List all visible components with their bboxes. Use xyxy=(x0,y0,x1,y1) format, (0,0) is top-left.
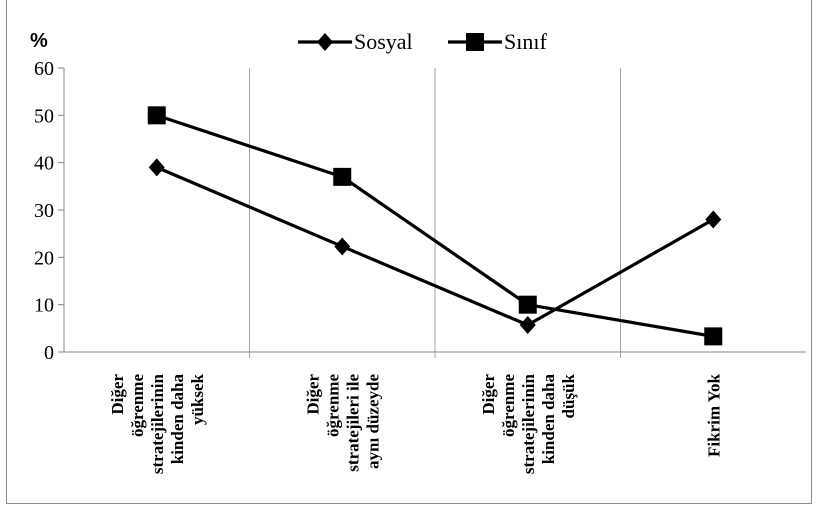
y-tick-label: 0 xyxy=(44,342,54,364)
y-tick-label: 40 xyxy=(34,153,54,175)
y-tick-label: 60 xyxy=(34,58,54,80)
data-point-square xyxy=(518,295,537,314)
category-label-line: düşük xyxy=(559,373,578,418)
category-label-line: öğrenme xyxy=(128,374,147,437)
category-label: Diğer öğrenme stratejilerinin kinden daha yü… xyxy=(108,373,207,474)
category-label: Fikrim Yok xyxy=(704,373,723,457)
legend: Sosyal Sınıf xyxy=(298,29,547,54)
category-label-line: Diğer xyxy=(479,374,498,415)
category-label-line: stratejileri ile xyxy=(343,374,362,472)
data-point-square xyxy=(147,106,166,125)
series-line-sınıf xyxy=(156,113,714,338)
y-axis-label: % xyxy=(30,30,48,52)
category-label-line: kinden daha xyxy=(539,374,558,465)
category-label-line: öğrenme xyxy=(499,374,518,437)
data-point-square xyxy=(704,327,723,346)
data-point-diamond xyxy=(148,158,165,177)
category-label: Diğer öğrenme stratejilerinin kinden daha dü… xyxy=(479,373,578,474)
category-label-line: Diğer xyxy=(108,374,127,415)
series-line-sosyal xyxy=(156,165,715,327)
legend-marker-diamond xyxy=(317,33,333,51)
data-point-diamond xyxy=(705,210,722,229)
chart-frame xyxy=(6,0,812,504)
legend-label: Sosyal xyxy=(354,29,413,54)
data-point-square xyxy=(333,167,352,186)
y-ticks: 0 10 20 30 40 50 60 xyxy=(34,58,64,364)
category-labels: Diğer öğrenme stratejilerinin kinden daha yü… xyxy=(108,373,724,474)
category-label-line: stratejilerinin xyxy=(519,373,538,474)
category-label: Diğer öğrenme stratejileri ile aynı düzeyde xyxy=(303,374,382,472)
legend-label: Sınıf xyxy=(504,29,547,54)
grid xyxy=(249,68,621,358)
category-label-line: Fikrim Yok xyxy=(704,373,723,457)
data-point-diamond xyxy=(334,237,351,256)
y-tick-label: 20 xyxy=(34,247,54,269)
y-tick-label: 30 xyxy=(34,200,54,222)
category-label-line: öğrenme xyxy=(323,374,342,437)
category-label-line: yüksek xyxy=(188,373,207,425)
y-tick-label: 50 xyxy=(34,105,54,127)
category-label-line: Diğer xyxy=(303,374,322,415)
y-tick-label: 10 xyxy=(34,295,54,317)
category-label-line: stratejilerinin xyxy=(148,373,167,474)
category-label-line: aynı düzeyde xyxy=(363,374,382,469)
category-label-line: kinden daha xyxy=(168,374,187,465)
legend-marker-square xyxy=(466,33,484,51)
data-point-diamond xyxy=(519,316,536,335)
series-layer xyxy=(147,106,723,346)
